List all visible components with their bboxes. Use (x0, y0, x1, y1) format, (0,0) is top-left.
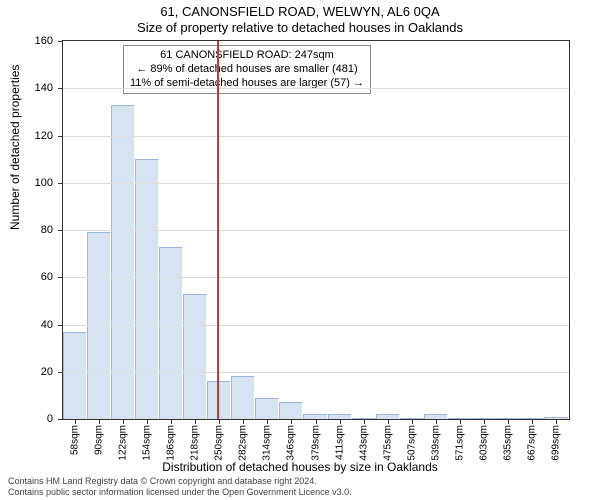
x-tick-mark (123, 419, 124, 424)
y-tick-mark (58, 41, 63, 42)
x-tick-label: 667sqm (527, 425, 538, 461)
y-tick-mark (58, 419, 63, 420)
x-tick-mark (267, 419, 268, 424)
x-tick-mark (219, 419, 220, 424)
histogram-bar (135, 159, 159, 419)
x-tick-mark (484, 419, 485, 424)
histogram-bar (63, 332, 87, 419)
footer-line1: Contains HM Land Registry data © Crown c… (8, 476, 352, 487)
x-tick-label: 154sqm (142, 425, 153, 461)
gridline (63, 230, 569, 231)
y-tick-mark (58, 136, 63, 137)
y-tick-mark (58, 88, 63, 89)
gridline (63, 277, 569, 278)
y-tick-mark (58, 325, 63, 326)
histogram-bar (231, 376, 255, 419)
x-tick-mark (99, 419, 100, 424)
histogram-bar (159, 247, 183, 419)
x-tick-label: 539sqm (431, 425, 442, 461)
y-axis-label: Number of detached properties (8, 65, 22, 230)
x-tick-mark (291, 419, 292, 424)
y-tick-label: 60 (41, 271, 53, 283)
y-tick-label: 120 (35, 130, 53, 142)
x-tick-mark (364, 419, 365, 424)
chart-plot-area: 61 CANONSFIELD ROAD: 247sqm ← 89% of det… (62, 40, 570, 420)
x-tick-label: 346sqm (286, 425, 297, 461)
x-tick-mark (436, 419, 437, 424)
x-tick-mark (412, 419, 413, 424)
footer: Contains HM Land Registry data © Crown c… (8, 476, 352, 498)
y-tick-label: 40 (41, 319, 53, 331)
x-tick-label: 475sqm (383, 425, 394, 461)
x-tick-label: 443sqm (359, 425, 370, 461)
annotation-line1: 61 CANONSFIELD ROAD: 247sqm (130, 49, 364, 63)
x-tick-label: 58sqm (70, 425, 81, 455)
gridline (63, 183, 569, 184)
x-tick-label: 122sqm (118, 425, 129, 461)
gridline (63, 88, 569, 89)
page-title-line2: Size of property relative to detached ho… (0, 20, 600, 35)
x-tick-label: 571sqm (455, 425, 466, 461)
x-tick-label: 250sqm (214, 425, 225, 461)
histogram-bar (183, 294, 207, 419)
y-tick-mark (58, 277, 63, 278)
y-tick-label: 100 (35, 177, 53, 189)
annotation-box: 61 CANONSFIELD ROAD: 247sqm ← 89% of det… (123, 45, 371, 94)
gridline (63, 136, 569, 137)
x-tick-mark (75, 419, 76, 424)
histogram-bar (279, 402, 303, 419)
x-tick-label: 699sqm (551, 425, 562, 461)
y-tick-label: 20 (41, 366, 53, 378)
x-axis-label: Distribution of detached houses by size … (0, 460, 600, 474)
histogram-bar (207, 381, 231, 419)
annotation-line2: ← 89% of detached houses are smaller (48… (130, 63, 364, 77)
x-tick-mark (532, 419, 533, 424)
reference-marker-line (217, 41, 219, 419)
x-tick-mark (556, 419, 557, 424)
y-tick-mark (58, 372, 63, 373)
x-tick-mark (388, 419, 389, 424)
histogram-bar (87, 232, 111, 419)
x-tick-label: 314sqm (262, 425, 273, 461)
x-tick-label: 218sqm (190, 425, 201, 461)
x-tick-mark (316, 419, 317, 424)
y-tick-label: 0 (47, 413, 53, 425)
page-title-line1: 61, CANONSFIELD ROAD, WELWYN, AL6 0QA (0, 4, 600, 19)
x-tick-mark (147, 419, 148, 424)
y-tick-mark (58, 183, 63, 184)
y-tick-label: 80 (41, 224, 53, 236)
x-tick-label: 282sqm (238, 425, 249, 461)
x-tick-label: 186sqm (166, 425, 177, 461)
x-tick-mark (243, 419, 244, 424)
x-tick-label: 379sqm (311, 425, 322, 461)
x-tick-label: 507sqm (407, 425, 418, 461)
gridline (63, 372, 569, 373)
footer-line2: Contains public sector information licen… (8, 487, 352, 498)
y-tick-mark (58, 230, 63, 231)
x-tick-mark (460, 419, 461, 424)
y-tick-label: 140 (35, 82, 53, 94)
x-tick-mark (171, 419, 172, 424)
x-tick-label: 635sqm (503, 425, 514, 461)
x-tick-label: 90sqm (94, 425, 105, 455)
x-tick-mark (340, 419, 341, 424)
y-tick-label: 160 (35, 35, 53, 47)
x-tick-label: 603sqm (479, 425, 490, 461)
histogram-bar (255, 398, 279, 419)
x-tick-mark (195, 419, 196, 424)
x-tick-label: 411sqm (335, 425, 346, 460)
gridline (63, 325, 569, 326)
x-tick-mark (508, 419, 509, 424)
